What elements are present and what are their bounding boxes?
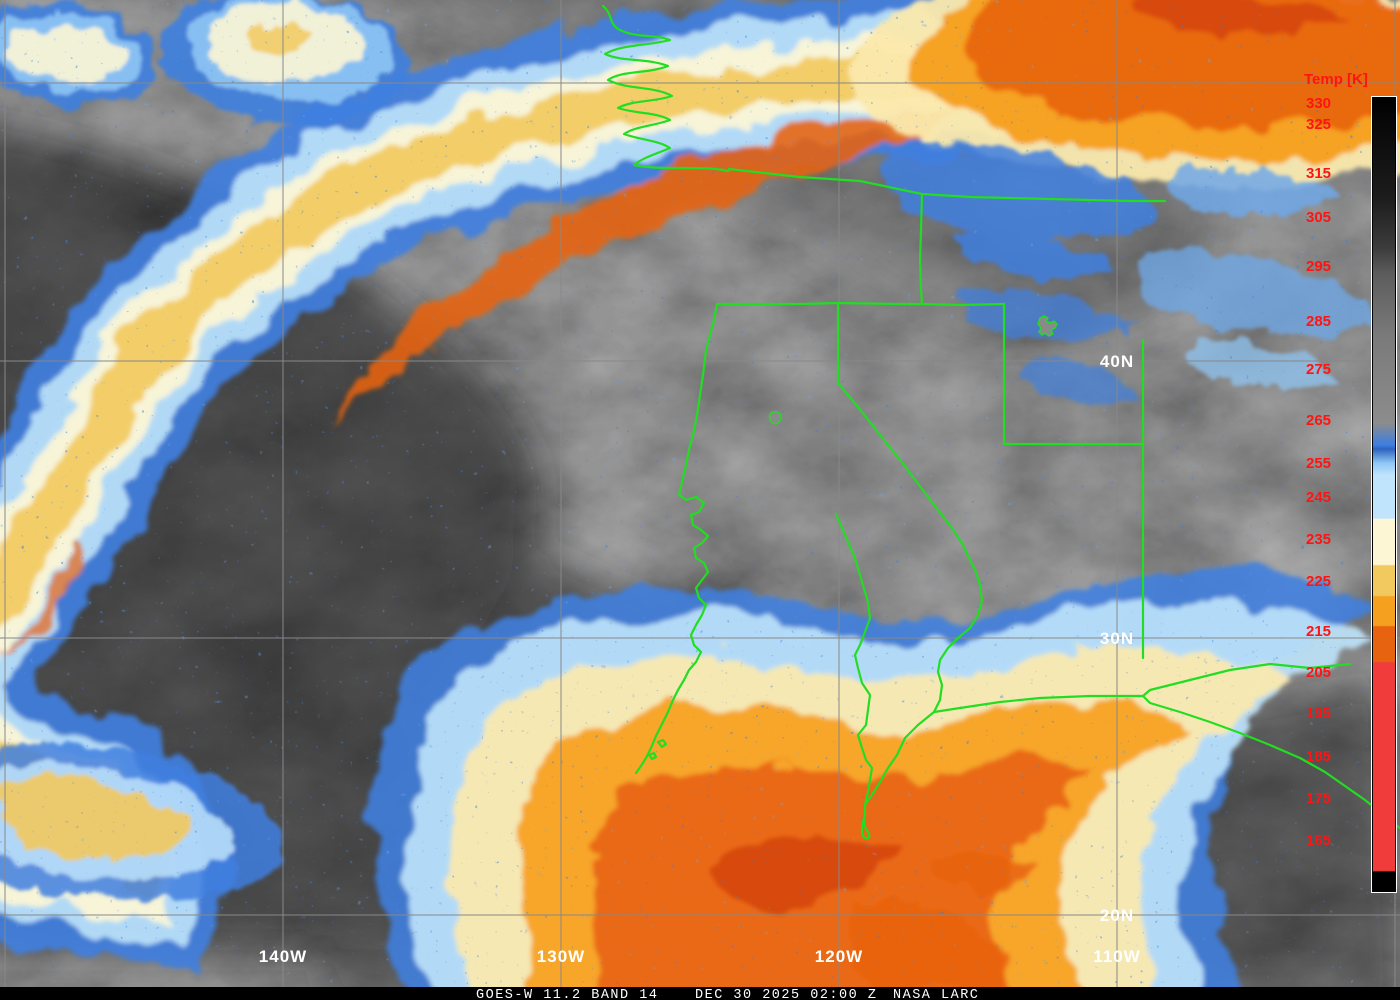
- svg-text:Temp [K]: Temp [K]: [1304, 71, 1368, 88]
- svg-text:265: 265: [1306, 412, 1331, 429]
- svg-text:GOES-W 11.2 BAND 14: GOES-W 11.2 BAND 14: [476, 988, 658, 1000]
- svg-text:205: 205: [1306, 664, 1331, 681]
- svg-text:40N: 40N: [1100, 352, 1134, 371]
- svg-text:NASA LARC: NASA LARC: [893, 988, 979, 1000]
- svg-text:255: 255: [1306, 455, 1331, 472]
- svg-text:245: 245: [1306, 489, 1331, 506]
- svg-text:140W: 140W: [259, 947, 307, 966]
- svg-text:110W: 110W: [1093, 947, 1140, 966]
- svg-text:215: 215: [1306, 623, 1331, 640]
- svg-text:30N: 30N: [1100, 629, 1134, 648]
- svg-text:20N: 20N: [1100, 906, 1134, 925]
- svg-text:330: 330: [1306, 95, 1331, 112]
- svg-text:315: 315: [1306, 165, 1331, 182]
- svg-text:120W: 120W: [815, 947, 863, 966]
- svg-text:175: 175: [1306, 790, 1331, 807]
- svg-text:165: 165: [1306, 832, 1331, 849]
- svg-text:325: 325: [1306, 116, 1331, 133]
- svg-text:195: 195: [1306, 705, 1331, 722]
- svg-text:185: 185: [1306, 748, 1331, 765]
- svg-text:295: 295: [1306, 258, 1331, 275]
- svg-text:130W: 130W: [537, 947, 585, 966]
- svg-text:275: 275: [1306, 361, 1331, 378]
- svg-text:235: 235: [1306, 531, 1331, 548]
- svg-text:305: 305: [1306, 209, 1331, 226]
- svg-text:285: 285: [1306, 313, 1331, 330]
- svg-text:225: 225: [1306, 573, 1331, 590]
- svg-text:DEC 30 2025 02:00 Z: DEC 30 2025 02:00 Z: [695, 988, 877, 1000]
